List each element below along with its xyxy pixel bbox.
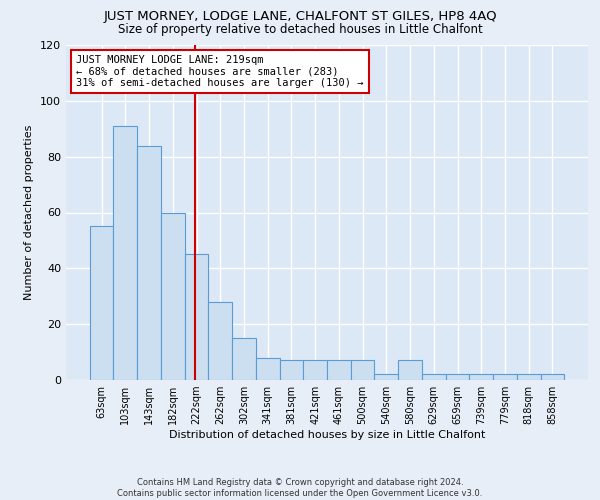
Bar xyxy=(446,374,469,380)
Bar xyxy=(541,374,564,380)
Bar xyxy=(422,374,446,380)
Bar xyxy=(137,146,161,380)
Bar xyxy=(113,126,137,380)
Text: Contains HM Land Registry data © Crown copyright and database right 2024.
Contai: Contains HM Land Registry data © Crown c… xyxy=(118,478,482,498)
Text: JUST MORNEY, LODGE LANE, CHALFONT ST GILES, HP8 4AQ: JUST MORNEY, LODGE LANE, CHALFONT ST GIL… xyxy=(103,10,497,23)
Bar xyxy=(256,358,280,380)
Bar xyxy=(351,360,374,380)
Bar xyxy=(90,226,113,380)
Bar xyxy=(161,212,185,380)
Bar xyxy=(280,360,303,380)
Bar xyxy=(185,254,208,380)
Bar xyxy=(517,374,541,380)
X-axis label: Distribution of detached houses by size in Little Chalfont: Distribution of detached houses by size … xyxy=(169,430,485,440)
Bar xyxy=(232,338,256,380)
Bar xyxy=(303,360,327,380)
Bar xyxy=(469,374,493,380)
Bar xyxy=(493,374,517,380)
Bar xyxy=(398,360,422,380)
Y-axis label: Number of detached properties: Number of detached properties xyxy=(25,125,34,300)
Text: Size of property relative to detached houses in Little Chalfont: Size of property relative to detached ho… xyxy=(118,22,482,36)
Bar xyxy=(327,360,351,380)
Bar xyxy=(208,302,232,380)
Bar xyxy=(374,374,398,380)
Text: JUST MORNEY LODGE LANE: 219sqm
← 68% of detached houses are smaller (283)
31% of: JUST MORNEY LODGE LANE: 219sqm ← 68% of … xyxy=(76,55,364,88)
